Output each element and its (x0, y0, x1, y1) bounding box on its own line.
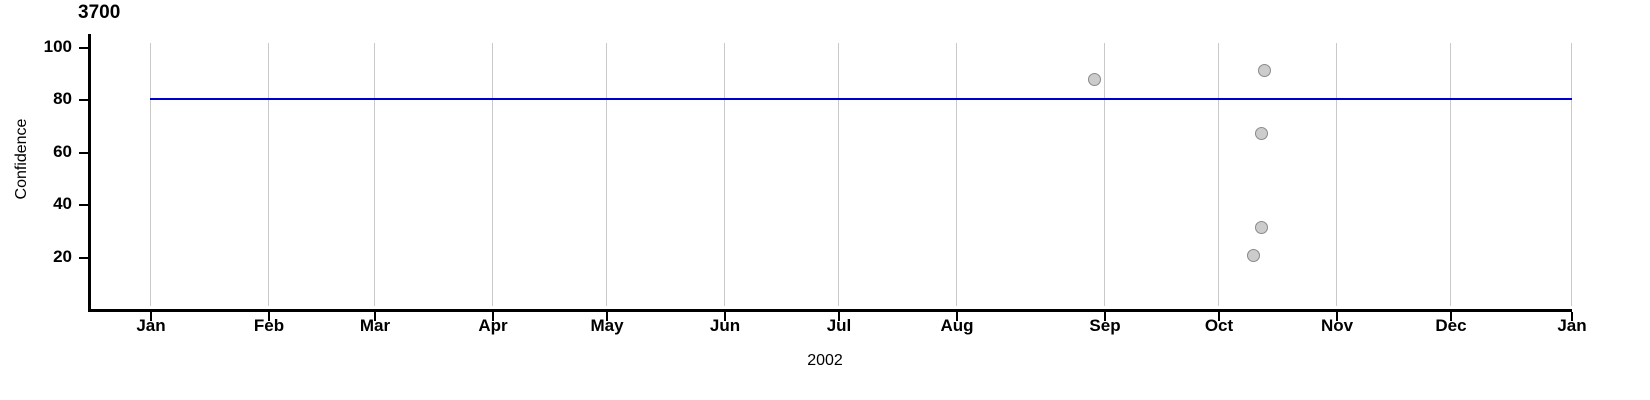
x-tick-mark-feb (268, 312, 270, 321)
data-point[interactable] (1255, 221, 1268, 234)
x-tick-label-may: May (590, 316, 624, 335)
y-axis-spine (88, 34, 91, 312)
gridline-dec (1450, 43, 1451, 306)
y-tick-label-100: 100 (43, 37, 72, 56)
x-tick-mark-jan (150, 312, 152, 321)
y-tick-label-80: 80 (53, 89, 72, 108)
y-tick-mark-20 (79, 257, 88, 259)
gridline-jul (838, 43, 839, 306)
x-tick-mark-apr (492, 312, 494, 321)
x-tick-label-oct: Oct (1204, 316, 1234, 335)
gridline-jan (150, 43, 151, 306)
x-tick-mark-may (606, 312, 608, 321)
y-tick-label-60: 60 (53, 142, 72, 161)
x-axis-spine (88, 309, 1572, 312)
gridline-oct (1218, 43, 1219, 306)
chart-title: 3700 (78, 2, 121, 23)
x-tick-label-nov: Nov (1320, 316, 1354, 335)
x-tick-label-jan-next: Jan (1557, 316, 1587, 335)
x-tick-label-apr: Apr (478, 316, 508, 335)
x-tick-mark-oct (1218, 312, 1220, 321)
x-tick-label-jul: Jul (826, 316, 852, 335)
x-tick-mark-jan-next (1571, 312, 1573, 321)
x-tick-label-feb: Feb (253, 316, 285, 335)
gridline-feb (268, 43, 269, 306)
y-tick-label-20: 20 (53, 247, 72, 266)
gridline-mar (374, 43, 375, 306)
x-tick-mark-jun (724, 312, 726, 321)
x-tick-mark-jul (838, 312, 840, 321)
x-tick-label-aug: Aug (940, 316, 974, 335)
x-tick-mark-aug (956, 312, 958, 321)
x-tick-mark-mar (374, 312, 376, 321)
gridline-sep (1104, 43, 1105, 306)
gridline-jun (724, 43, 725, 306)
gridline-jan-next (1571, 43, 1572, 306)
data-point[interactable] (1258, 64, 1271, 77)
y-tick-mark-100 (79, 47, 88, 49)
x-tick-mark-dec (1450, 312, 1452, 321)
y-tick-mark-40 (79, 204, 88, 206)
x-tick-mark-nov (1336, 312, 1338, 321)
y-tick-mark-60 (79, 152, 88, 154)
y-axis-label: Confidence (13, 118, 30, 200)
x-tick-label-sep: Sep (1089, 316, 1121, 335)
y-tick-mark-80 (79, 99, 88, 101)
data-point[interactable] (1247, 249, 1260, 262)
x-axis-label: 2002 (807, 352, 843, 369)
gridline-apr (492, 43, 493, 306)
x-tick-label-jan: Jan (136, 316, 166, 335)
gridline-aug (956, 43, 957, 306)
gridline-nov (1336, 43, 1337, 306)
confidence-threshold-line (150, 98, 1572, 100)
data-point[interactable] (1255, 127, 1268, 140)
x-tick-label-jun: Jun (709, 316, 741, 335)
gridline-may (606, 43, 607, 306)
x-tick-label-dec: Dec (1435, 316, 1467, 335)
x-tick-label-mar: Mar (359, 316, 391, 335)
data-point[interactable] (1088, 73, 1101, 86)
x-tick-mark-sep (1104, 312, 1106, 321)
y-tick-label-40: 40 (53, 194, 72, 213)
